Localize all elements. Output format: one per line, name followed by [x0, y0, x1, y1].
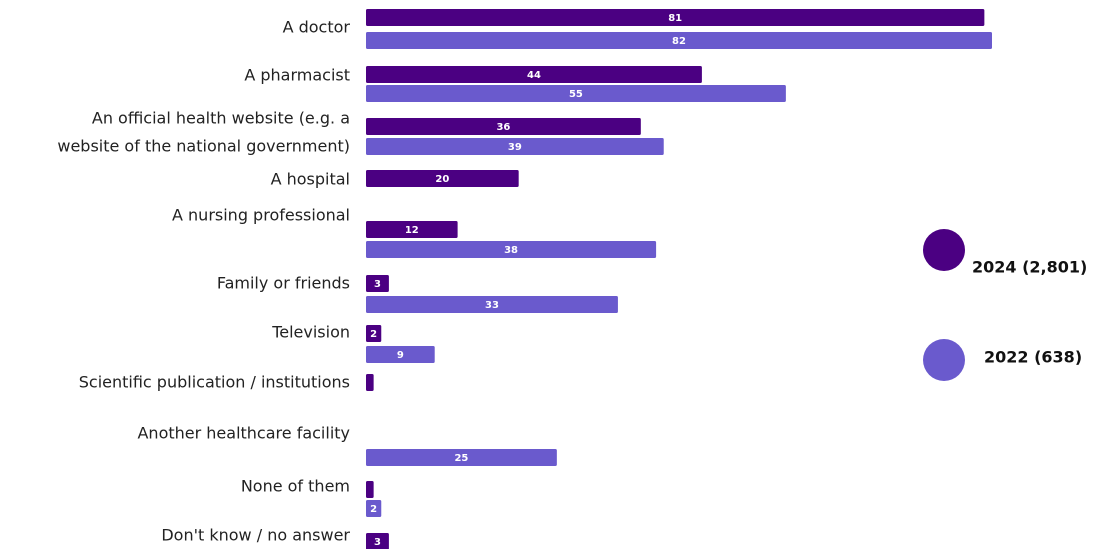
category-label: A nursing professional [172, 206, 350, 225]
bar-2024 [366, 118, 641, 135]
legend-label: 2024 (2,801) [972, 258, 1087, 277]
category-label: Family or friends [217, 274, 350, 293]
bar-2022 [366, 241, 657, 258]
bar-2022 [366, 500, 382, 517]
data-label: 39 [508, 142, 522, 153]
category-label: A doctor [283, 18, 351, 37]
bar-2022 [366, 449, 557, 466]
data-label: 38 [504, 245, 518, 256]
bar-2024 [366, 221, 458, 238]
data-label: 25 [454, 453, 468, 464]
bar-2024 [366, 374, 374, 391]
category-label: None of them [241, 477, 350, 496]
bar-2024 [366, 533, 389, 549]
data-label: 36 [496, 122, 510, 133]
bar-2022 [366, 346, 435, 363]
category-labels: A doctor A pharmacist An official health w… [57, 18, 350, 545]
bar-2024 [366, 325, 382, 342]
data-label: 82 [672, 36, 686, 47]
category-label: Television [271, 323, 350, 342]
bar-2024 [366, 66, 702, 83]
category-label: An official health website (e.g. a websit… [57, 109, 350, 156]
category-label: Scientific publication / institutions [79, 373, 350, 392]
legend-swatch [923, 229, 965, 271]
data-label: 20 [435, 174, 449, 185]
bar-2022 [366, 138, 664, 155]
legend-label: 2022 (638) [984, 348, 1082, 367]
bar-2024 [366, 481, 374, 498]
bar-2022 [366, 32, 992, 49]
bar-2024 [366, 9, 985, 26]
legend: 2024 (2,801) 2022 (638) [923, 229, 1087, 381]
data-label: 33 [485, 300, 499, 311]
bar-2024 [366, 170, 519, 187]
category-label: Don't know / no answer [161, 526, 350, 545]
data-label: 44 [527, 70, 541, 81]
data-label: 2 [370, 504, 377, 515]
data-label: 55 [569, 89, 583, 100]
data-label: 81 [668, 13, 682, 24]
bar-2022 [366, 296, 618, 313]
data-label: 3 [374, 537, 381, 548]
bar-2022 [366, 85, 786, 102]
data-label: 12 [405, 225, 419, 236]
bars: 81 44 36 20 12 3 2 3 82 55 39 38 33 9 25 2 [366, 9, 992, 549]
category-label: A pharmacist [244, 66, 350, 85]
data-label: 3 [374, 279, 381, 290]
data-label: 9 [397, 350, 404, 361]
category-label: A hospital [271, 170, 350, 189]
data-label: 2 [370, 329, 377, 340]
legend-swatch [923, 339, 965, 381]
category-label: Another healthcare facility [137, 424, 350, 443]
bar-2024 [366, 275, 389, 292]
